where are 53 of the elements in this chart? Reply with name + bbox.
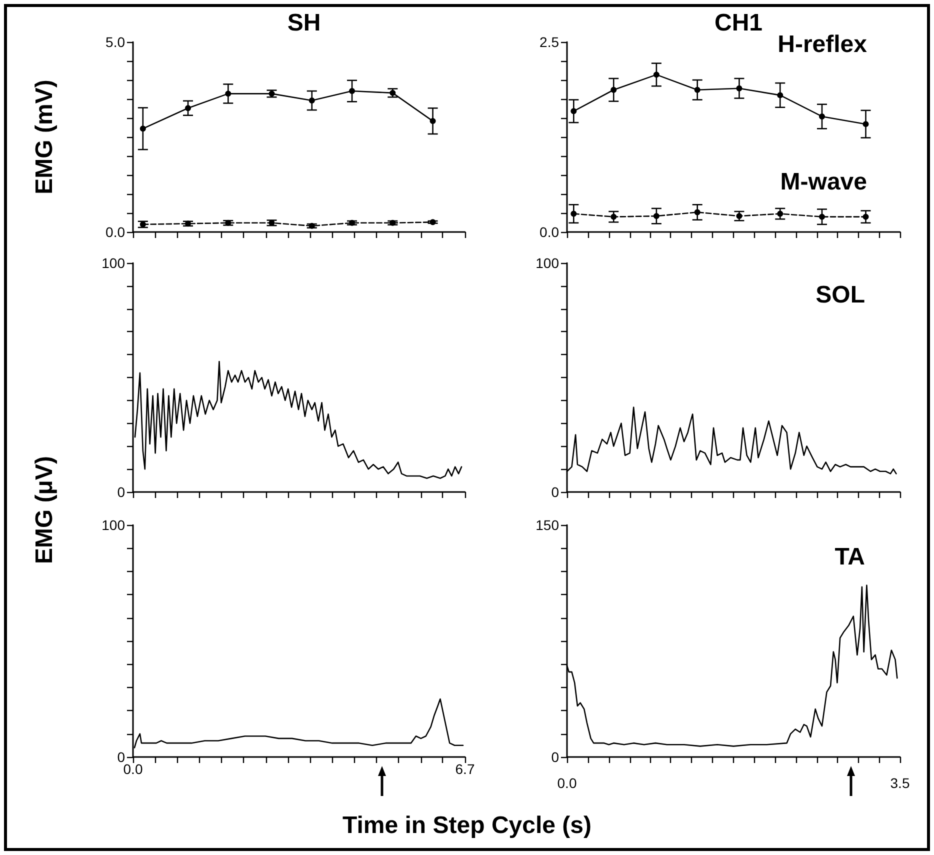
point [430,219,436,226]
point [818,214,825,220]
y-tick-label: 0 [117,749,126,765]
y-axis-title: EMG (μV) [30,455,59,566]
point [185,220,192,227]
chart-title: SH [287,10,321,36]
y-tick-label: 5.0 [106,34,126,50]
point [862,214,869,220]
point [390,220,396,226]
point [349,220,356,226]
point [570,108,577,114]
point [653,213,660,220]
y-tick-label: 2.5 [540,34,560,50]
chart-title: CH1 [714,10,763,36]
point [225,220,232,226]
y-axis-title: EMG (mV) [30,78,59,196]
point [736,85,742,92]
point [570,210,577,217]
point [818,113,825,120]
series-label: H-reflex [778,31,868,58]
point [777,92,784,98]
x-axis-title: Time in Step Cycle (s) [342,812,592,840]
point [140,126,146,132]
point [308,98,315,104]
x-tick-label: 6.7 [455,761,475,777]
point [610,86,617,93]
point [349,88,356,94]
y-tick-label: 150 [536,517,560,533]
y-tick-label: 0 [551,749,560,765]
point [736,213,742,220]
point [610,214,617,220]
point [430,118,436,124]
point [862,121,869,128]
y-tick-label: 100 [102,255,126,271]
point [308,222,315,229]
y-tick-label: 0.0 [106,224,126,240]
point [694,209,700,216]
annotation: TA [834,544,865,570]
point [225,90,232,97]
point [268,90,275,97]
y-tick-label: 0.0 [540,224,560,240]
point [694,86,700,93]
y-tick-label: 100 [536,255,560,271]
series-label: M-wave [780,168,867,196]
annotation: SOL [816,282,865,308]
y-tick-label: 0 [117,484,126,500]
y-tick-label: 100 [102,517,126,533]
point [653,72,660,78]
point [185,105,192,112]
y-tick-label: 0 [551,484,560,500]
point [390,90,396,96]
point [777,210,784,217]
x-tick-label: 3.5 [890,775,910,791]
